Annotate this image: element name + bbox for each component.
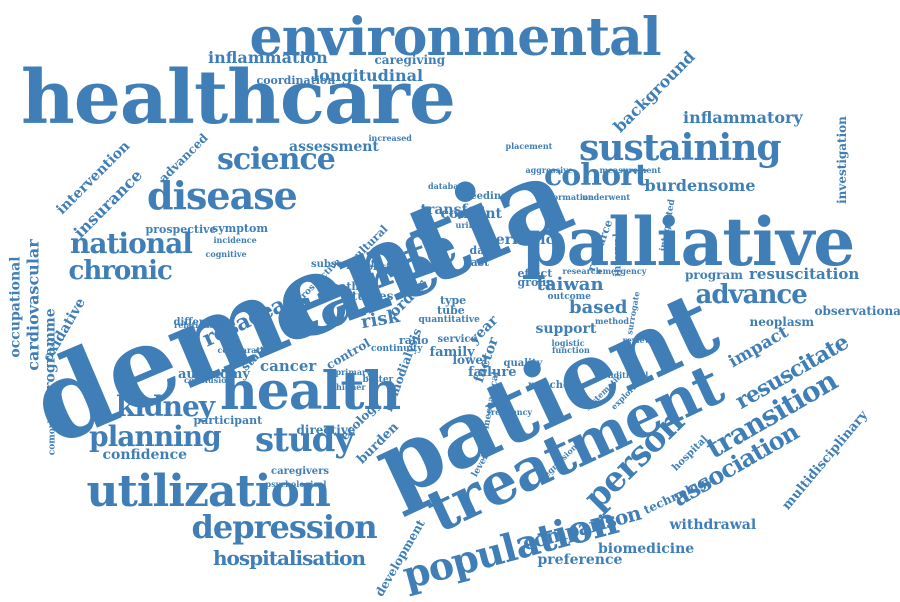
cloud-word: withdrawal (669, 517, 757, 533)
cloud-word: review (622, 335, 652, 345)
cloud-word: geriatric (486, 232, 555, 248)
cloud-word: database (428, 181, 469, 191)
cloud-word: consent (440, 206, 502, 222)
cloud-word: based (569, 297, 628, 318)
cloud-word: type (440, 293, 467, 307)
cloud-word: death (324, 279, 360, 293)
cloud-word: autonomy (178, 366, 250, 382)
cloud-word: resuscitation (749, 264, 860, 283)
cloud-word: science (217, 142, 336, 177)
cloud-word: taiwan (536, 274, 604, 295)
cloud-word: conditional (597, 370, 649, 380)
cloud-word: planning (89, 420, 222, 453)
cloud-word: utilization (86, 466, 331, 517)
cloud-word: primary (335, 367, 371, 377)
cloud-word: group (517, 275, 555, 289)
cloud-word: kidney (116, 390, 215, 423)
cloud-word: comparative (217, 345, 273, 355)
cloud-word: underwent (582, 192, 631, 202)
cloud-word: information (540, 192, 594, 202)
cloud-word: different (173, 317, 223, 328)
cloud-word: participant (193, 413, 263, 427)
cloud-word: incidence (213, 235, 257, 245)
cloud-word: last (466, 255, 490, 269)
cloud-word: outcome (547, 291, 591, 302)
cloud-word: frequency (487, 407, 533, 417)
cloud-word: better (362, 374, 394, 385)
cloud-word: logistic (551, 338, 585, 348)
cloud-word: confidence (102, 447, 188, 463)
cloud-word: feeding (466, 191, 509, 202)
cloud-word: longitudinal (313, 66, 424, 85)
cloud-word: placement (505, 141, 553, 151)
cloud-word: caregiving (374, 53, 446, 67)
cloud-word: palliative (521, 203, 856, 281)
cloud-word: neoplasm (749, 315, 815, 329)
cloud-word: psychological (265, 479, 327, 489)
cloud-word: prospective (145, 222, 217, 236)
cloud-word: tube (437, 303, 465, 317)
cloud-word: studies (345, 289, 394, 303)
cloud-word: chronic (68, 256, 173, 286)
cloud-word: assessment (289, 139, 379, 155)
cloud-word: higher (336, 382, 366, 392)
cloud-word: day (469, 243, 491, 257)
cloud-word: national (70, 227, 193, 260)
cloud-word: research (562, 266, 602, 276)
cloud-word: increased (368, 133, 412, 143)
cloud-word: symptom (212, 221, 268, 235)
cloud-word: cohort (544, 158, 649, 193)
cloud-word: occupational (7, 256, 24, 358)
cloud-word: caregivers (271, 466, 330, 477)
cloud-word: quantitative (418, 314, 480, 325)
cloud-word: continuity (371, 343, 423, 354)
cloud-word: measurement (599, 165, 661, 175)
cloud-word: cancer (260, 356, 317, 375)
cloud-word: biomedicine (598, 541, 695, 557)
cloud-word: cognitive (205, 249, 247, 259)
cloud-word: matched (528, 380, 577, 391)
cloud-word: relationship (174, 320, 229, 330)
cloud-word: disease (147, 173, 298, 218)
cloud-word: quality (503, 358, 543, 369)
cloud-word: observational (814, 304, 900, 318)
cloud-word: emergency (597, 266, 647, 276)
cloud-word: advance (695, 280, 808, 310)
cloud-word: subsequent (311, 259, 376, 270)
cloud-word: aggressive (525, 165, 573, 175)
cloud-word: investigation (834, 116, 849, 204)
cloud-word: inflammatory (683, 108, 803, 127)
cloud-word: coordination (256, 73, 336, 87)
cloud-word: health (220, 361, 401, 422)
cloud-word: method (595, 316, 629, 326)
cloud-word: conclusion (184, 375, 233, 385)
cloud-word: lower (452, 353, 490, 367)
cloud-word: support (535, 321, 597, 337)
cloud-word: depression (191, 508, 378, 546)
cloud-word: ratio (399, 333, 429, 347)
cloud-word: transfer (420, 202, 484, 218)
cloud-word: service (437, 334, 477, 345)
cloud-word: comorbidities (47, 385, 58, 455)
cloud-word: cardiovascular (23, 239, 43, 371)
cloud-word: family (429, 344, 475, 360)
cloud-word: directive (296, 423, 356, 437)
cloud-word: healthcare (21, 55, 456, 141)
cloud-word: inflammation (208, 48, 328, 67)
cloud-word: failure (468, 364, 517, 380)
cloud-word: sustaining (579, 127, 782, 169)
cloud-word: preference (537, 552, 623, 568)
cloud-word: effect (517, 266, 553, 280)
cloud-word: burdensome (644, 176, 756, 195)
cloud-word: program (685, 268, 743, 282)
cloud-word: environmental (249, 7, 662, 68)
cloud-word: holistic (359, 262, 401, 273)
cloud-word: function (552, 345, 590, 355)
cloud-word: study (255, 420, 354, 460)
cloud-word: urinary (455, 220, 489, 230)
cloud-word: hospitalisation (213, 546, 366, 570)
